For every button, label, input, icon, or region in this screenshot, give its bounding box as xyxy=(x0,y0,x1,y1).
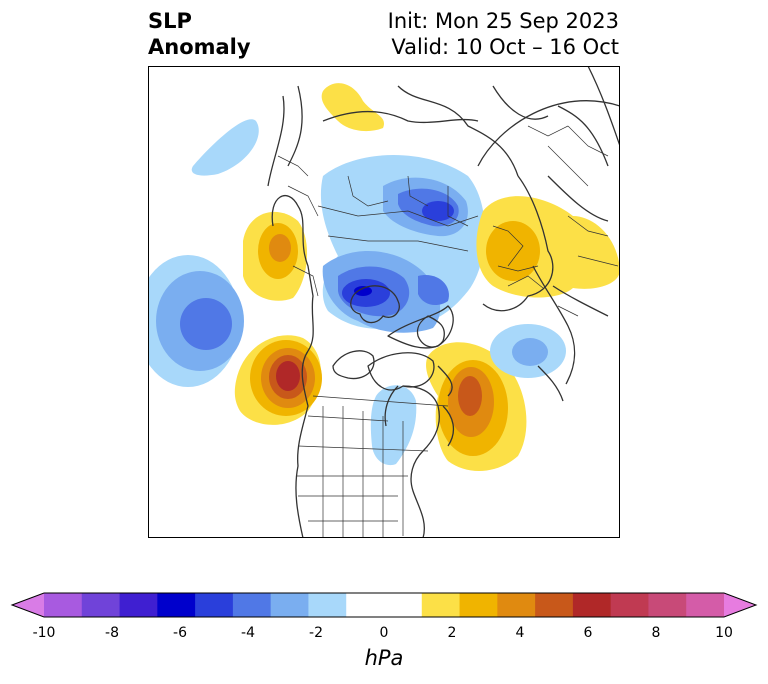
map-title: SLP Anomaly xyxy=(148,8,251,60)
colorbar-tick-label: -6 xyxy=(173,625,187,641)
colorbar-tick-label: -4 xyxy=(241,625,255,641)
colorbar-tick-label: 2 xyxy=(447,625,457,641)
colorbar-cell xyxy=(384,593,423,617)
colorbar-extend-min xyxy=(12,593,44,617)
colorbar-cell xyxy=(119,593,158,617)
forecast-dates: Init: Mon 25 Sep 2023 Valid: 10 Oct – 16… xyxy=(388,8,619,60)
anomaly-kamchatka-high xyxy=(321,83,384,132)
init-date: Init: Mon 25 Sep 2023 xyxy=(387,9,619,33)
colorbar-tick-label: -8 xyxy=(105,625,119,641)
anomaly-europe-high xyxy=(476,196,620,298)
anomaly-great-lakes-low xyxy=(370,385,417,466)
map-border xyxy=(148,66,620,538)
colorbar-cell xyxy=(195,593,234,617)
colorbar-unit-label: hPa xyxy=(364,646,404,670)
colorbar-cell xyxy=(157,593,196,617)
map-panel xyxy=(148,66,620,538)
colorbar-tick-label: 0 xyxy=(379,625,389,641)
colorbar-tick-label: -10 xyxy=(32,625,56,641)
political-borders xyxy=(277,125,619,538)
valid-dates: Valid: 10 Oct – 16 Oct xyxy=(391,35,619,59)
title-line-2: Anomaly xyxy=(148,35,251,59)
anomaly-north-atlantic-low xyxy=(490,324,566,378)
anomaly-north-pacific-low xyxy=(191,119,259,176)
colorbar-tick-label: 6 xyxy=(583,625,593,641)
colorbar-cell xyxy=(346,593,385,617)
colorbar-cell xyxy=(308,593,347,617)
colorbar-tick-label: 8 xyxy=(651,625,661,641)
colorbar-cell xyxy=(270,593,309,617)
colorbar-extend-max xyxy=(724,593,756,617)
title-line-1: SLP xyxy=(148,9,192,33)
anomaly-western-na-high xyxy=(234,335,322,425)
colorbar-cell xyxy=(572,593,612,617)
colorbar-cell xyxy=(81,593,121,617)
anomaly-canadian-arctic-low xyxy=(322,251,449,333)
colorbar-tick-label: 10 xyxy=(715,625,733,641)
colorbar-cell xyxy=(44,593,83,617)
colorbar-cell xyxy=(497,593,536,617)
colorbar-cell xyxy=(535,593,574,617)
colorbar-cell xyxy=(648,593,687,617)
coastlines xyxy=(267,66,620,538)
colorbar-cell xyxy=(686,593,725,617)
colorbar-cell xyxy=(459,593,498,617)
anomaly-bering-high xyxy=(243,211,308,301)
colorbar-tick-label: 4 xyxy=(515,625,525,641)
colorbar-cell xyxy=(232,593,272,617)
colorbar-cell xyxy=(610,593,649,617)
anomaly-pacific-low xyxy=(148,255,244,387)
colorbar-cell xyxy=(421,593,461,617)
colorbar xyxy=(10,592,758,618)
anomaly-northeast-atlantic-high xyxy=(426,342,527,472)
colorbar-tick-label: -2 xyxy=(309,625,323,641)
